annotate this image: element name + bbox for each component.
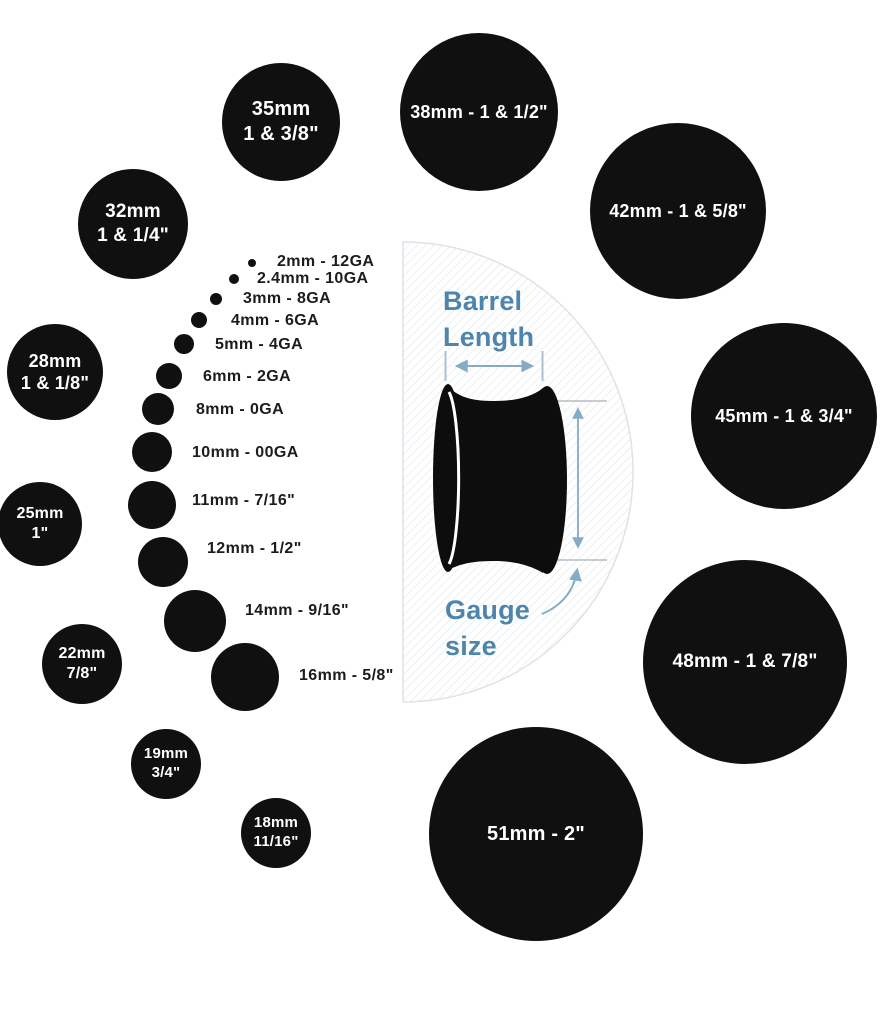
- size-circle-38mm: 38mm - 1 & 1/2": [400, 33, 558, 191]
- gauge-dot-2-4mm: [229, 274, 239, 284]
- size-circle-35mm: 35mm 1 & 3/8": [222, 63, 340, 181]
- size-circle-label: 28mm: [28, 350, 82, 371]
- size-circle-51mm: 51mm - 2": [429, 727, 643, 941]
- gauge-dot-label-4mm: 4mm - 6GA: [231, 312, 320, 329]
- gauge-dot-3mm: [210, 293, 222, 305]
- gauge-dot-11mm: [128, 481, 176, 529]
- size-circle-label: 19mm: [143, 745, 189, 763]
- size-circle-label: 11/16": [253, 833, 299, 850]
- gauge-dot-label-5mm: 5mm - 4GA: [215, 336, 304, 353]
- size-circle-32mm: 32mm 1 & 1/4": [78, 169, 188, 279]
- gauge-dot-label-12mm: 12mm - 1/2": [207, 540, 302, 557]
- size-circle-label: 42mm - 1 & 5/8": [609, 200, 747, 221]
- barrel-length-arrow: [444, 351, 544, 381]
- gauge-dot-12mm: [138, 537, 188, 587]
- gauge-dot-label-10mm: 10mm - 00GA: [192, 444, 299, 461]
- size-circle-48mm: 48mm - 1 & 7/8": [643, 560, 847, 764]
- size-circle-45mm: 45mm - 1 & 3/4": [691, 323, 877, 509]
- size-circle-label: 7/8": [66, 665, 98, 682]
- size-circle-label: 22mm: [58, 645, 106, 662]
- size-circle-label: 45mm - 1 & 3/4": [715, 405, 853, 426]
- size-circle-label: 18mm: [253, 814, 299, 832]
- size-circle-42mm: 42mm - 1 & 5/8": [590, 123, 766, 299]
- size-circle-25mm: 25mm 1": [0, 482, 82, 566]
- gauge-dot-5mm: [174, 334, 194, 354]
- size-circle-label: 1": [31, 525, 49, 542]
- size-circle-label: 51mm - 2": [487, 822, 585, 845]
- size-circle-28mm: 28mm 1 & 1/8": [7, 324, 103, 420]
- gauge-pointer-arrow: [541, 567, 582, 615]
- size-circle-label: 1 & 1/8": [20, 373, 90, 393]
- gauge-dot-label-2-4mm: 2.4mm - 10GA: [257, 270, 369, 287]
- gauge-dot-label-6mm: 6mm - 2GA: [203, 368, 292, 385]
- gauge-dot-label-16mm: 16mm - 5/8": [299, 667, 394, 684]
- size-circle-label: 48mm - 1 & 7/8": [672, 651, 818, 673]
- gauge-dot-2mm: [248, 259, 256, 267]
- gauge-dot-label-2mm: 2mm - 12GA: [277, 253, 375, 270]
- gauge-dot-16mm: [211, 643, 279, 711]
- gauge-dot-label-14mm: 14mm - 9/16": [245, 602, 349, 619]
- size-circle-label: 1 & 3/8": [243, 123, 319, 145]
- size-circle-label: 32mm: [105, 201, 161, 223]
- size-circle-18mm: 18mm 11/16": [241, 798, 311, 868]
- gauge-size-label: Gauge size: [445, 595, 531, 662]
- gauge-dot-8mm: [142, 393, 174, 425]
- size-circle-label: 3/4": [151, 764, 181, 781]
- gauge-dot-14mm: [164, 590, 226, 652]
- size-circle-label: 25mm: [16, 505, 64, 522]
- size-circle-label: 1 & 1/4": [97, 225, 169, 246]
- size-circle-19mm: 19mm 3/4": [131, 729, 201, 799]
- plug-illustration: [433, 384, 567, 574]
- gauge-dot-label-11mm: 11mm - 7/16": [192, 492, 296, 509]
- gauge-dot-label-8mm: 8mm - 0GA: [196, 401, 285, 418]
- size-circle-label: 38mm - 1 & 1/2": [410, 101, 548, 122]
- gauge-dot-10mm: [132, 432, 172, 472]
- gauge-dot-6mm: [156, 363, 182, 389]
- gauge-dot-label-3mm: 3mm - 8GA: [243, 290, 332, 307]
- size-circle-22mm: 22mm 7/8": [42, 624, 122, 704]
- barrel-length-label: Barrel Length: [443, 286, 535, 353]
- size-circle-label: 35mm: [251, 98, 311, 120]
- gauge-dot-4mm: [191, 312, 207, 328]
